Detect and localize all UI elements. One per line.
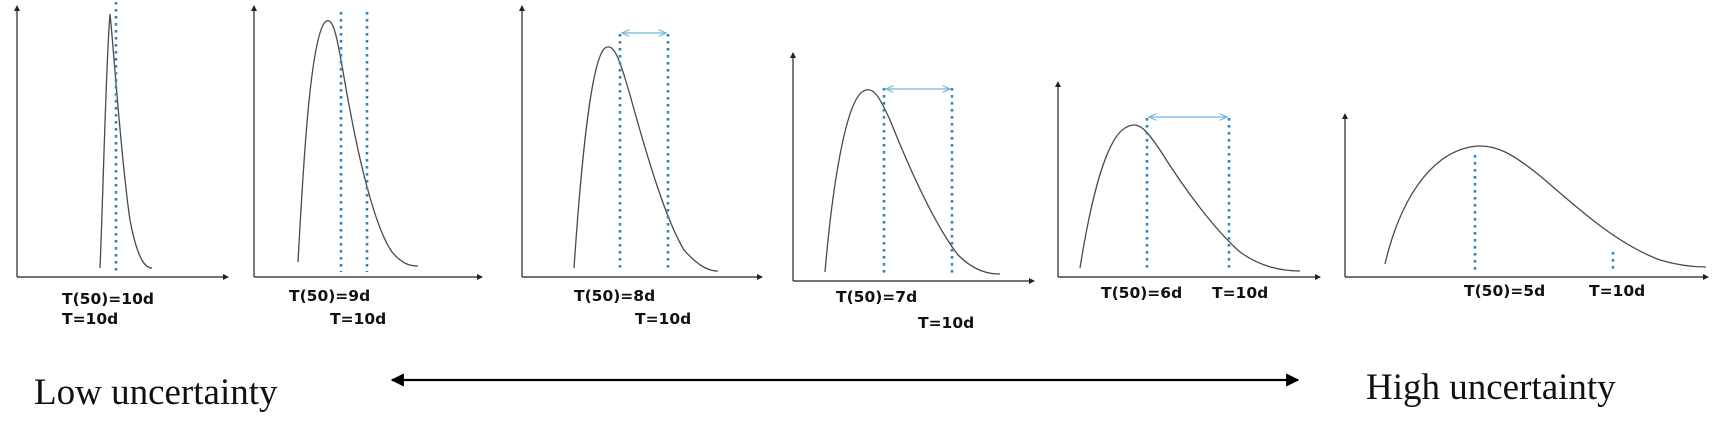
- low-uncertainty-label: Low uncertainty: [34, 372, 278, 413]
- t-label: T=10d: [1212, 284, 1268, 302]
- distribution-curve: [573, 46, 719, 272]
- t-label: T=10d: [918, 314, 974, 332]
- distribution-curve: [824, 89, 1001, 275]
- panel-5: T(50)=6d T=10d: [1055, 81, 1321, 302]
- distribution-curve: [297, 20, 419, 267]
- t-label: T=10d: [62, 310, 118, 328]
- t50-label: T(50)=8d: [574, 287, 655, 305]
- high-uncertainty-label: High uncertainty: [1366, 367, 1616, 408]
- panel-4: T(50)=7d T=10d: [790, 52, 1035, 332]
- t50-label: T(50)=6d: [1101, 284, 1182, 302]
- panel-3: T(50)=8d T=10d: [519, 5, 763, 328]
- t-label: T=10d: [330, 310, 386, 328]
- distribution-curve: [1384, 145, 1707, 268]
- t-label: T=10d: [1589, 282, 1645, 300]
- panel-6: T(50)=5d T=10d: [1342, 113, 1709, 300]
- distribution-curve: [1079, 124, 1301, 272]
- panel-2: T(50)=9d T=10d: [251, 5, 483, 328]
- panel-1: T(50)=10d T=10d: [14, 2, 229, 328]
- t50-label: T(50)=9d: [289, 287, 370, 305]
- t50-label: T(50)=5d: [1464, 282, 1545, 300]
- uncertainty-scale: Low uncertainty High uncertainty: [34, 367, 1616, 413]
- t50-label: T(50)=10d: [62, 290, 154, 308]
- t-label: T=10d: [635, 310, 691, 328]
- distribution-curve: [99, 13, 153, 269]
- t50-label: T(50)=7d: [836, 288, 917, 306]
